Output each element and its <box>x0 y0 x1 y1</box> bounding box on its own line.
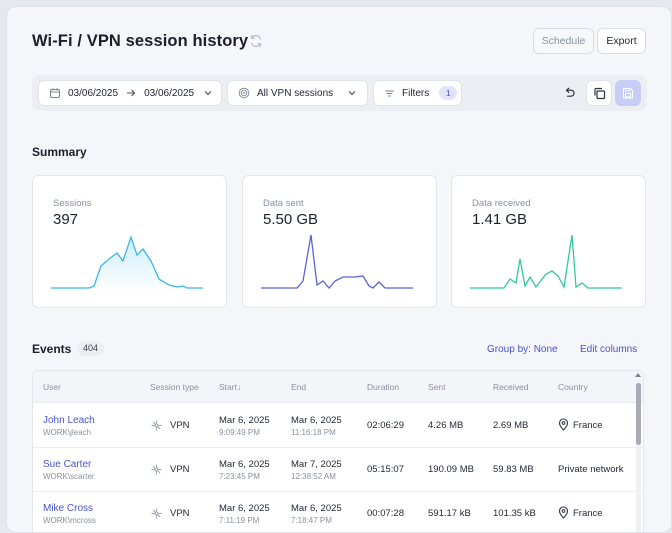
column-header-sent[interactable]: Sent <box>428 382 446 392</box>
session-type-select[interactable]: All VPN sessions <box>227 80 368 106</box>
start-header-label: Start <box>219 382 237 392</box>
country: France <box>573 508 603 519</box>
summary-card-data-sent: Data sent 5.50 GB <box>242 175 437 308</box>
events-heading: Events <box>32 342 72 356</box>
duration: 05:15:07 <box>367 464 404 475</box>
events-count-badge: 404 <box>77 341 105 356</box>
scrollbar-thumb[interactable] <box>636 383 641 445</box>
column-header-session-type[interactable]: Session type <box>150 382 199 392</box>
export-button[interactable]: Export <box>597 28 646 54</box>
session-type: VPN <box>170 464 190 475</box>
table-row[interactable]: Sue Carter WORK\scarter VPN Mar 6, 2025 … <box>33 448 643 492</box>
filters-label: Filters <box>402 87 430 99</box>
filters-count-badge: 1 <box>439 86 458 100</box>
scrollbar-track[interactable] <box>636 379 641 532</box>
start-time: 7:23:45 PM <box>219 472 260 481</box>
card-label: Data sent <box>263 198 304 209</box>
vpn-network-icon <box>151 508 162 519</box>
duration: 02:06:29 <box>367 420 404 431</box>
user-account: WORK\scarter <box>43 472 95 481</box>
data-sent-sparkline <box>261 234 413 289</box>
page-title: Wi-Fi / VPN session history <box>32 32 249 50</box>
duration: 00:07:28 <box>367 508 404 519</box>
card-value: 397 <box>53 211 79 228</box>
refresh-icon[interactable] <box>249 34 263 48</box>
column-header-received[interactable]: Received <box>493 382 529 392</box>
vpn-radar-icon <box>238 87 250 99</box>
card-value: 5.50 GB <box>263 211 319 228</box>
sessions-sparkline <box>51 234 203 289</box>
summary-heading: Summary <box>32 145 87 159</box>
received: 2.69 MB <box>493 420 529 431</box>
group-by-link[interactable]: Group by: None <box>487 344 558 355</box>
date-from: 03/06/2025 <box>68 87 119 99</box>
end-time: 7:18:47 PM <box>291 516 332 525</box>
column-header-start[interactable]: Start↓ <box>219 382 241 392</box>
date-range-picker[interactable]: 03/06/2025 03/06/2025 <box>38 80 222 106</box>
schedule-button[interactable]: Schedule <box>533 28 594 54</box>
filter-icon <box>385 90 394 96</box>
country: Private network <box>558 464 624 475</box>
start-date: Mar 6, 2025 <box>219 503 270 514</box>
calendar-icon <box>50 88 60 98</box>
summary-card-sessions: Sessions 397 <box>32 175 227 308</box>
duplicate-button[interactable] <box>586 80 612 106</box>
sent: 591.17 kB <box>428 508 471 519</box>
filters-button[interactable]: Filters 1 <box>373 80 462 106</box>
user-name-link[interactable]: Sue Carter <box>43 459 92 470</box>
start-time: 9:09:49 PM <box>219 428 260 437</box>
end-time: 12:38:52 AM <box>291 472 336 481</box>
user-name-link[interactable]: John Leach <box>43 415 95 426</box>
vpn-network-icon <box>151 420 162 431</box>
chevron-down-icon <box>204 91 212 96</box>
received: 59.83 MB <box>493 464 534 475</box>
events-table: User Session type Start↓ End Duration Se… <box>32 370 644 532</box>
chevron-down-icon <box>348 91 356 96</box>
sent: 190.09 MB <box>428 464 474 475</box>
start-time: 7:11:19 PM <box>219 516 260 525</box>
data-received-sparkline <box>470 234 622 289</box>
undo-button[interactable] <box>556 80 582 106</box>
session-type: VPN <box>170 420 190 431</box>
scroll-up-arrow[interactable] <box>635 373 641 377</box>
card-label: Sessions <box>53 198 92 209</box>
user-name-link[interactable]: Mike Cross <box>43 503 94 514</box>
received: 101.35 kB <box>493 508 536 519</box>
location-pin-icon <box>558 418 569 431</box>
user-account: WORK\mcross <box>43 516 96 525</box>
card-label: Data received <box>472 198 531 209</box>
date-to: 03/06/2025 <box>144 87 195 99</box>
session-type-value: All VPN sessions <box>257 87 334 99</box>
session-type: VPN <box>170 508 190 519</box>
start-date: Mar 6, 2025 <box>219 415 270 426</box>
column-header-user[interactable]: User <box>43 382 61 392</box>
end-date: Mar 7, 2025 <box>291 459 342 470</box>
sent: 4.26 MB <box>428 420 464 431</box>
column-header-country[interactable]: Country <box>558 382 588 392</box>
filter-toolbar: 03/06/2025 03/06/2025 All VPN sessions <box>32 75 647 111</box>
summary-card-data-received: Data received 1.41 GB <box>451 175 646 308</box>
end-date: Mar 6, 2025 <box>291 503 342 514</box>
undo-icon <box>565 87 575 97</box>
end-time: 11:16:18 PM <box>291 428 336 437</box>
column-header-duration[interactable]: Duration <box>367 382 400 392</box>
save-icon <box>622 87 634 99</box>
table-header: User Session type Start↓ End Duration Se… <box>33 371 643 403</box>
card-value: 1.41 GB <box>472 211 528 228</box>
sort-desc-icon: ↓ <box>236 382 242 392</box>
page: Wi-Fi / VPN session history Schedule Exp… <box>6 6 672 533</box>
arrow-right-icon <box>127 89 136 97</box>
column-header-end[interactable]: End <box>291 382 307 392</box>
save-button[interactable] <box>615 80 641 106</box>
user-account: WORK\jleach <box>43 428 92 437</box>
end-date: Mar 6, 2025 <box>291 415 342 426</box>
table-row[interactable]: John Leach WORK\jleach VPN Mar 6, 2025 9… <box>33 404 643 448</box>
copy-icon <box>593 87 605 99</box>
edit-columns-link[interactable]: Edit columns <box>580 344 638 355</box>
start-date: Mar 6, 2025 <box>219 459 270 470</box>
table-row[interactable]: Mike Cross WORK\mcross VPN Mar 6, 2025 7… <box>33 492 643 532</box>
country: France <box>573 420 603 431</box>
vpn-network-icon <box>151 464 162 475</box>
location-pin-icon <box>558 506 569 519</box>
